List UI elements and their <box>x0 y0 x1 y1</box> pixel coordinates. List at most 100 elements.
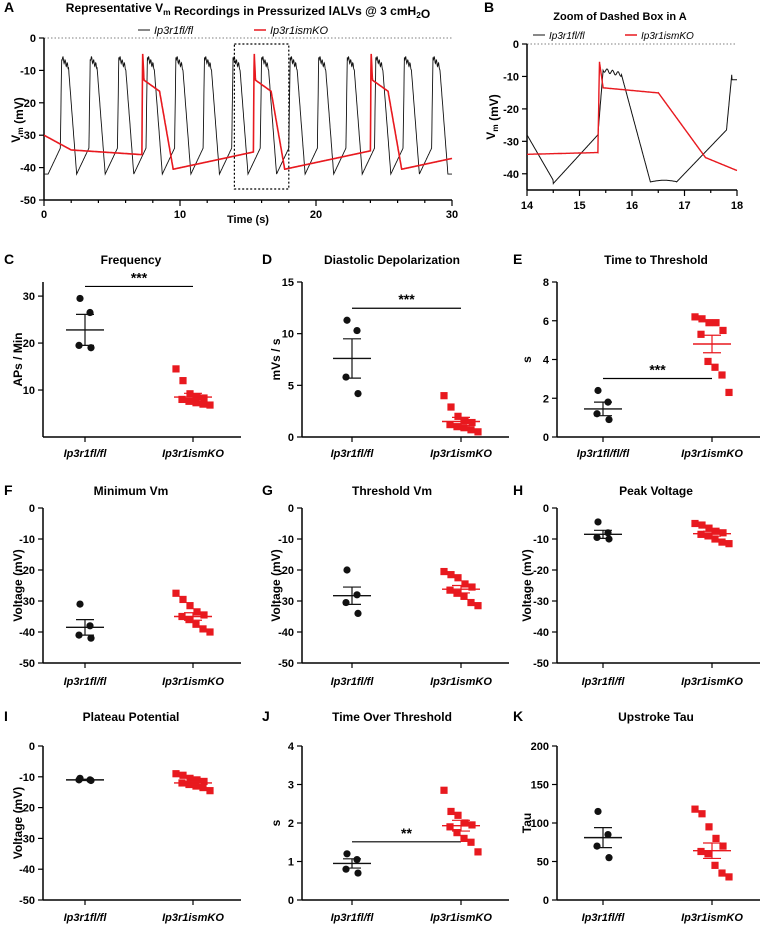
data-point-ko <box>467 838 475 846</box>
data-point-ko <box>440 392 448 400</box>
subscript: 2 <box>416 10 421 20</box>
y-tick-label: 30 <box>23 291 35 303</box>
panel-f: F Minimum Vm Voltage (mV) 0 -10 -20 -30 -40 -50 I… <box>4 482 241 688</box>
data-point-ko <box>705 823 713 831</box>
panel-k: K Upstroke Tau Tau 0 50 100 150 200 Ip3r1fl/fl Ip… <box>513 708 760 924</box>
x-tick-label: 14 <box>521 200 534 212</box>
data-point-ko <box>719 529 727 537</box>
data-point-ko <box>691 313 699 321</box>
data-point-ko <box>467 598 475 607</box>
data-point-wt <box>594 386 602 395</box>
y-tick-label: -30 <box>20 130 36 142</box>
data-point-ko <box>467 426 475 434</box>
y-tick-label: -20 <box>503 104 519 116</box>
y-axis-label: Vm (mV) <box>484 94 501 139</box>
data-point-ko <box>705 524 713 532</box>
data-point-ko <box>461 580 469 588</box>
data-point-ko <box>718 538 726 546</box>
data-point-ko <box>718 371 726 379</box>
y-tick-label: 0 <box>543 503 549 515</box>
trace-ko <box>527 61 738 172</box>
y-tick-label: -50 <box>533 658 549 670</box>
data-point-ko <box>186 774 194 782</box>
data-point-ko <box>711 861 719 869</box>
y-tick-label: 0 <box>288 503 294 515</box>
y-tick-label: 200 <box>531 741 549 753</box>
panel-letter: G <box>262 482 273 498</box>
y-tick-label: -50 <box>19 895 35 907</box>
category-label: Ip3r1ismKO <box>430 912 492 924</box>
y-tick-label: -30 <box>278 596 294 608</box>
panel-title: Plateau Potential <box>83 710 180 724</box>
data-point-wt <box>594 518 602 526</box>
panel-letter-a: A <box>4 0 14 15</box>
text-part: V <box>484 132 498 140</box>
panel-letter: I <box>4 708 8 724</box>
y-axis-label: Voltage (mV) <box>269 549 283 621</box>
x-tick-label: 18 <box>731 200 743 212</box>
panel-letter: K <box>513 708 523 724</box>
data-point-ko <box>200 611 208 619</box>
data-point-wt <box>353 855 361 864</box>
x-tick-label: 15 <box>573 200 585 212</box>
y-tick-label: 6 <box>543 316 549 328</box>
y-tick-label: 1 <box>288 857 294 869</box>
panel-letter: C <box>4 251 14 267</box>
data-point-wt <box>605 415 613 424</box>
panel-letter: J <box>262 708 270 724</box>
data-point-ko <box>468 821 476 829</box>
data-point-ko <box>447 807 455 816</box>
data-point-ko <box>193 608 201 616</box>
y-tick-label: -40 <box>19 627 35 639</box>
panel-title: Threshold Vm <box>352 484 432 498</box>
legend-label-ko: Ip3r1ismKO <box>641 31 694 42</box>
data-point-ko <box>704 357 712 366</box>
x-tick-label: 20 <box>310 209 322 221</box>
y-tick-label: -20 <box>533 565 549 577</box>
data-point-ko <box>474 602 482 610</box>
y-tick-label: -30 <box>19 596 35 608</box>
category-label: Ip3r1ismKO <box>162 448 224 460</box>
subscript: m <box>163 7 170 17</box>
data-point-ko <box>453 423 461 431</box>
data-point-wt <box>354 869 362 877</box>
data-point-ko <box>725 873 733 881</box>
category-label: Ip3r1fl/fl <box>582 912 626 924</box>
y-tick-label: 0 <box>29 741 35 753</box>
data-point-ko <box>185 616 193 624</box>
data-point-ko <box>199 783 207 792</box>
data-point-ko <box>461 819 469 827</box>
panel-title: Time Over Threshold <box>332 710 452 724</box>
text-part: V <box>9 135 23 143</box>
trace-wt <box>526 68 737 185</box>
data-point-ko <box>712 319 720 327</box>
y-tick-label: 4 <box>288 741 295 753</box>
y-tick-label: -10 <box>20 65 36 77</box>
subscript: m <box>15 127 25 134</box>
y-tick-label: 15 <box>282 277 294 289</box>
category-label: Ip3r1fl/fl <box>64 448 108 460</box>
data-point-ko <box>206 401 214 409</box>
data-point-ko <box>206 787 214 795</box>
data-point-ko <box>698 810 706 818</box>
panel-h: H Peak Voltage Voltage (mV) 0 -10 -20 -30 -40 -5… <box>513 482 760 688</box>
category-label: Ip3r1fl/fl <box>64 676 108 688</box>
category-label: Ip3r1ismKO <box>681 448 743 460</box>
data-point-wt <box>594 807 602 816</box>
data-point-wt <box>87 634 95 642</box>
legend-label-wt: Ip3r1fl/fl <box>549 31 585 42</box>
y-tick-label: 0 <box>29 503 35 515</box>
data-point-wt <box>353 326 361 335</box>
category-label: Ip3r1ismKO <box>681 676 743 688</box>
data-point-wt <box>342 598 350 607</box>
category-label: Ip3r1ismKO <box>162 676 224 688</box>
y-tick-label: 100 <box>531 818 549 830</box>
data-point-ko <box>200 777 208 786</box>
panel-title: Time to Threshold <box>604 253 708 267</box>
data-point-ko <box>172 365 180 373</box>
x-tick-label: 16 <box>626 200 638 212</box>
data-point-wt <box>86 308 94 317</box>
data-point-ko <box>697 330 705 338</box>
